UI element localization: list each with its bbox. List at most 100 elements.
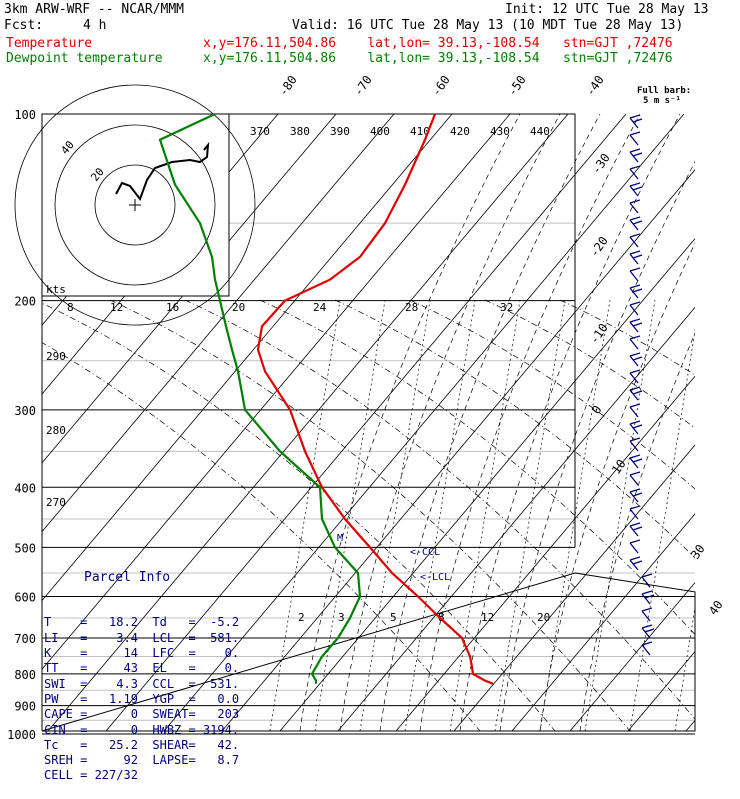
isotherm-label: 10 (609, 457, 629, 477)
wind-barb-flag (632, 322, 643, 327)
parcel-info-panel: Parcel Info T = 18.2 Td = -5.2 LI = 3.4 L… (44, 539, 239, 799)
wind-barb-flag (632, 152, 643, 157)
wind-barb-flag (629, 539, 641, 544)
wind-barb-flag (629, 165, 641, 170)
isotherm-label: -40 (583, 73, 607, 99)
pressure-label-200: 200 (14, 295, 36, 309)
wind-barb-flag (629, 488, 641, 493)
wind-barb (629, 219, 639, 231)
wind-barb (641, 593, 651, 605)
hodograph-ring (14, 84, 256, 326)
isotherm-label: -50 (505, 73, 529, 99)
mixing-ratio-line (269, 299, 341, 731)
isotherm-label: -60 (429, 73, 453, 99)
moist-adiabat (579, 332, 695, 731)
isotherm (453, 444, 695, 731)
pressure-label-900: 900 (14, 700, 36, 714)
wind-barb-flag (629, 199, 641, 204)
wind-barbs (629, 114, 655, 656)
parcel-row: T = 18.2 Td = -5.2 (44, 615, 240, 630)
mixing-ratio-line (449, 299, 521, 731)
hodograph-units: kts (46, 283, 66, 296)
wind-barb-flag (632, 458, 643, 463)
dewpoint-location: x,y=176.11,504.86 lat,lon= 39.13,-108.54… (203, 51, 673, 66)
wind-barb-flag (629, 148, 641, 153)
mixing-ratio-label-low: 8 (438, 611, 445, 624)
wind-barb (641, 644, 651, 656)
theta-e-label: 380 (290, 125, 310, 138)
wind-barb (629, 491, 639, 503)
wind-barb (629, 202, 639, 214)
mixing-ratio-label: 24 (313, 301, 327, 314)
temperature-location: x,y=176.11,504.86 lat,lon= 39.13,-108.54… (203, 36, 673, 51)
wind-barb (629, 423, 639, 435)
wind-barb (629, 389, 639, 401)
full-barb-label: Full barb: (637, 86, 691, 96)
model-title: 3km ARW-WRF -- NCAR/MMM (4, 2, 185, 17)
dry-adiabat (42, 342, 481, 731)
wind-barb-flag (629, 250, 641, 255)
dewpoint-profile (158, 114, 362, 684)
wind-barb (629, 151, 639, 163)
wind-barb-flag (632, 492, 643, 497)
theta-e-label: 390 (330, 125, 350, 138)
parcel-marker: M (337, 533, 343, 544)
isotherm-label: 40 (706, 598, 726, 618)
ccl-annotation: <-CCL (410, 547, 440, 558)
wind-barb (641, 610, 651, 622)
init-time: Init: 12 UTC Tue 28 May 13 (505, 2, 709, 17)
moist-adiabat (459, 114, 681, 731)
mixing-ratio-label: 32 (500, 301, 513, 314)
pressure-label-1000: 1000 (7, 728, 36, 740)
moist-adiabat (419, 114, 641, 731)
dry-adiabat-label: 270 (46, 496, 66, 509)
parcel-row: CAPE = 0 SWEAT= 203 (44, 707, 240, 722)
wind-barb-flag (629, 420, 641, 425)
hodograph-ring (94, 164, 176, 246)
mixing-ratio-line (404, 299, 476, 731)
dry-adiabat (42, 302, 556, 731)
theta-e-label: 370 (250, 125, 270, 138)
wind-barb-flag (629, 216, 641, 221)
dry-adiabat (484, 299, 695, 429)
wind-barb-flag (641, 590, 653, 595)
mixing-ratio-line (629, 328, 695, 731)
wind-barb-flag (644, 628, 655, 633)
wind-barb (629, 185, 639, 197)
parcel-row: Tc = 25.2 SHEAR= 42. (44, 737, 240, 752)
wind-barb-flag (641, 624, 653, 629)
wind-barb (629, 372, 639, 384)
theta-e-label: 410 (410, 125, 430, 138)
isotherm (42, 114, 453, 602)
wind-barb (629, 474, 639, 486)
mixing-ratio-label: 8 (67, 301, 74, 314)
dry-adiabat (109, 299, 631, 731)
mixing-ratio-label-low: 20 (537, 611, 550, 624)
full-barb-units: 5 m s⁻¹ (643, 96, 681, 106)
isotherm (42, 114, 337, 464)
wind-barb-flag (641, 573, 653, 578)
parcel-row: SREH = 92 LAPSE= 8.7 (44, 753, 240, 768)
parcel-row: PW = 1.19 YGP = 0.0 (44, 691, 240, 706)
wind-barb-flag (641, 607, 653, 612)
wind-barb-flag (632, 254, 643, 259)
wind-barb (629, 406, 639, 418)
wind-barb-flag (632, 288, 643, 293)
wind-barb-flag (632, 526, 643, 531)
wind-barb (629, 253, 639, 265)
wind-barb-flag (629, 505, 641, 510)
pressure-label-800: 800 (14, 668, 36, 682)
wind-barb (641, 627, 651, 639)
wind-barb-flag (641, 641, 653, 646)
wind-barb-flag (629, 233, 641, 238)
moist-adiabat (539, 242, 695, 731)
mixing-ratio-line (314, 299, 386, 731)
isotherm (42, 114, 395, 533)
temperature-profile (256, 114, 494, 685)
wind-barb (641, 576, 651, 588)
hodograph-ring (54, 124, 216, 286)
wind-barb-flag (629, 403, 641, 408)
isotherm (511, 513, 695, 731)
